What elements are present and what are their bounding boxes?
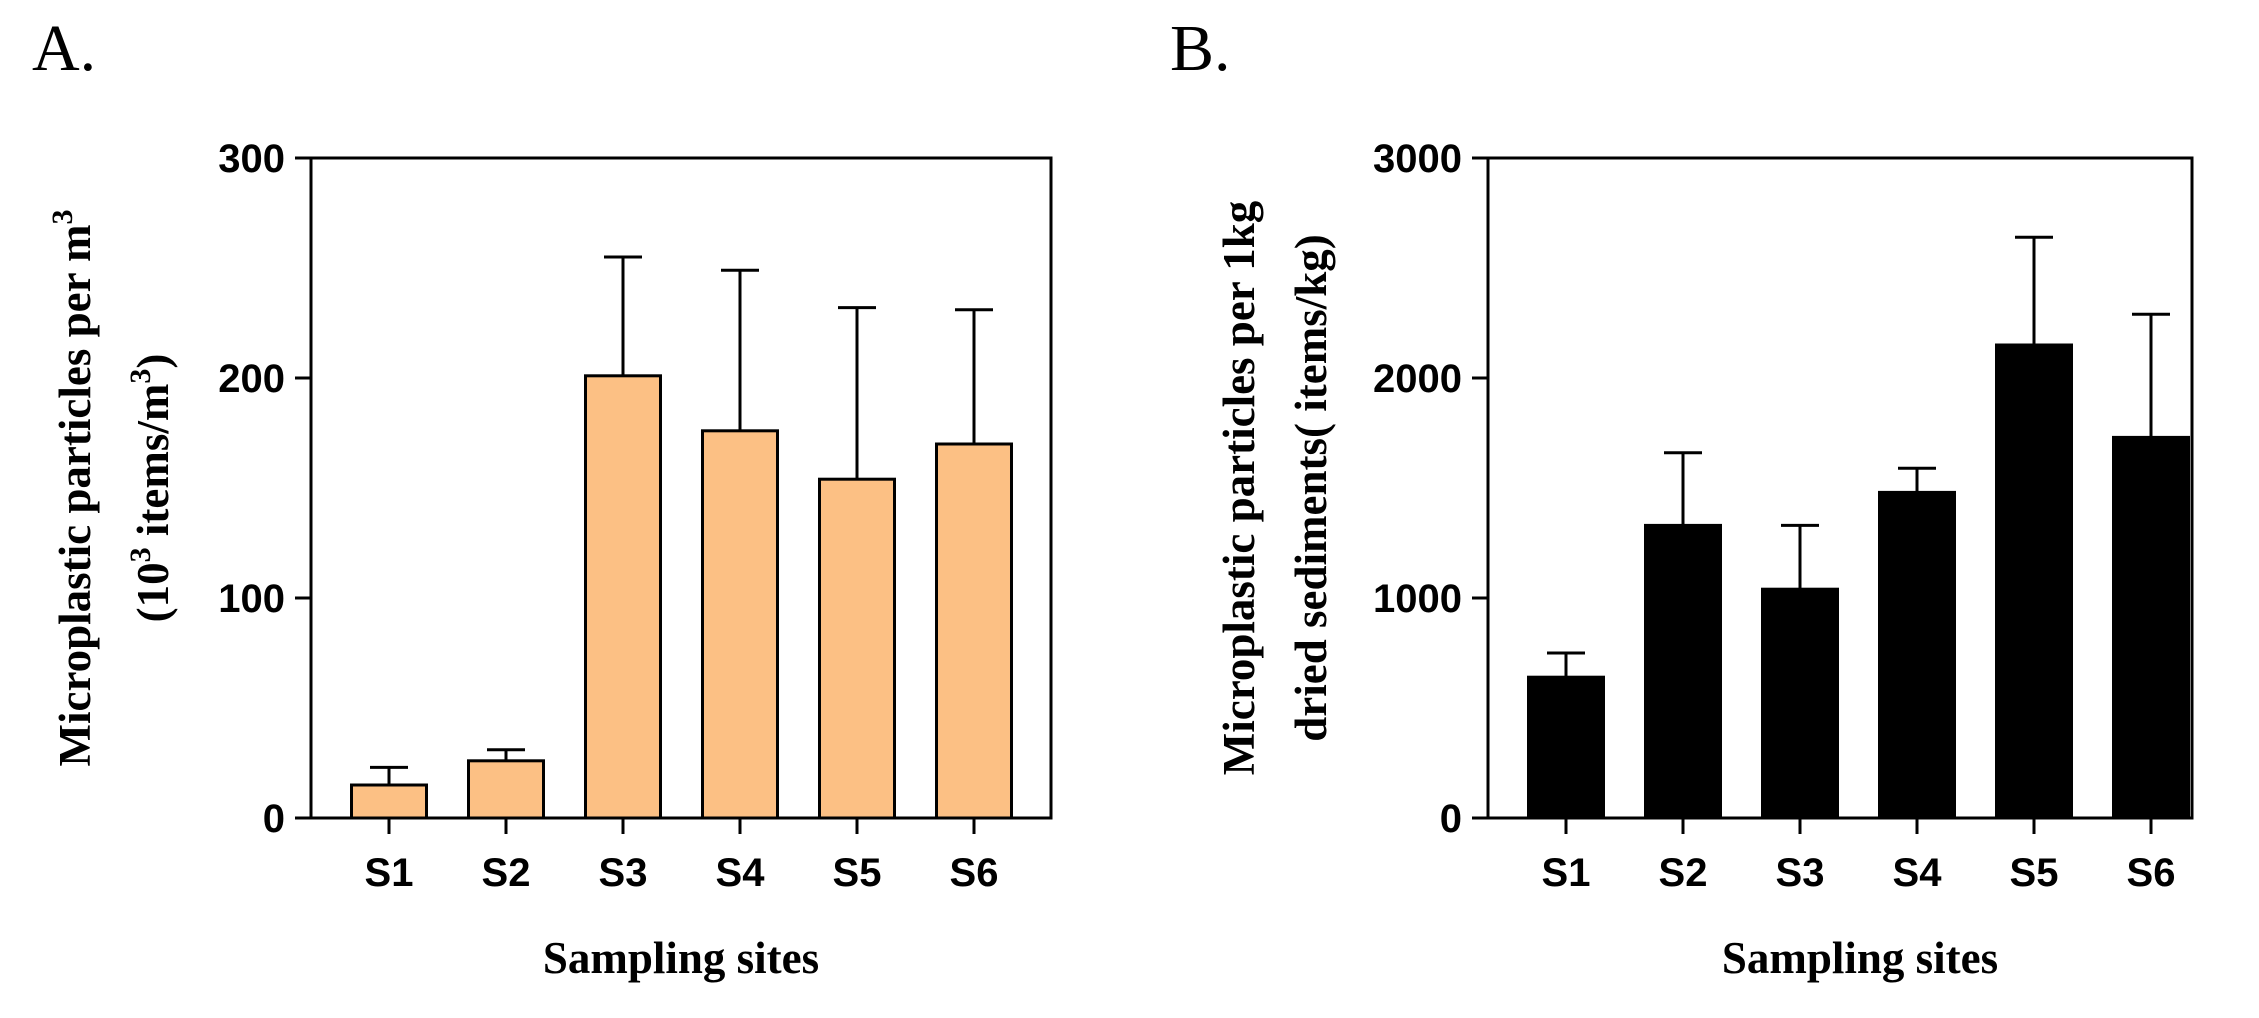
panel-a-letter: A. (32, 12, 96, 85)
panel-a-ylabel-l2-a: (10 (128, 562, 178, 622)
panel-a-x-tick-label: S3 (599, 851, 648, 895)
panel-b-bar-s2 (1644, 523, 1722, 820)
panel-a-y-ticks: 0 100 200 300 (218, 137, 311, 841)
panel-b: B. 0 1000 2000 3000 S1 S2 S3 S4 S5 S6 Sampling s… (1170, 12, 2194, 983)
panel-a-y-tick-label: 100 (218, 577, 285, 621)
panel-a-bar-s4 (701, 429, 779, 820)
panel-b-x-axis-title: Sampling sites (1722, 933, 1998, 983)
panel-a-ylabel-l1-sup: 3 (46, 210, 79, 225)
panel-b-y-tick-label: 2000 (1373, 357, 1462, 401)
panel-a-bar-s2 (467, 759, 545, 820)
panel-b-y-axis-title-line2: dried sediments( items/kg) (1286, 234, 1336, 741)
panel-b-y-tick-label: 0 (1440, 797, 1462, 841)
panel-b-letter: B. (1170, 12, 1231, 85)
panel-a: A. 0 100 200 300 S1 S2 S3 S4 S5 S6 Sampling site… (32, 12, 1053, 983)
panel-b-x-ticks: S1 S2 S3 S4 S5 S6 (1542, 818, 2176, 895)
panel-a-bar-s1 (350, 783, 428, 820)
panel-a-x-tick-label: S1 (365, 851, 414, 895)
panel-a-x-tick-label: S6 (950, 851, 999, 895)
panel-a-x-ticks: S1 S2 S3 S4 S5 S6 (365, 818, 999, 895)
panel-a-y-axis-title-line2: (103 items/m3) (124, 354, 178, 623)
panel-a-ylabel-l2-sup1: 3 (124, 547, 157, 562)
panel-b-bar-s5 (1995, 343, 2073, 820)
panel-a-x-tick-label: S2 (482, 851, 531, 895)
panel-b-x-tick-label: S4 (1893, 851, 1943, 895)
panel-a-ylabel-l2-b: items/m (128, 384, 178, 548)
panel-b-x-tick-label: S1 (1542, 851, 1591, 895)
panel-a-x-tick-label: S4 (716, 851, 766, 895)
panel-a-bars (350, 255, 1013, 820)
panel-a-ylabel-l1-text: Microplastic particles per m (50, 225, 100, 767)
panel-b-y-axis-title-line1: Microplastic particles per 1kg (1214, 200, 1264, 775)
panel-b-bars (1527, 235, 2190, 820)
panel-b-x-tick-label: S6 (2127, 851, 2176, 895)
panel-b-y-ticks: 0 1000 2000 3000 (1373, 137, 1488, 841)
panel-a-x-tick-label: S5 (833, 851, 882, 895)
panel-a-bar-s3 (584, 374, 662, 820)
panel-b-y-tick-label: 1000 (1373, 577, 1462, 621)
panel-a-bar-s5 (818, 477, 896, 820)
panel-a-ylabel-l2-c: ) (128, 354, 178, 369)
panel-b-x-tick-label: S5 (2010, 851, 2059, 895)
panel-b-bar-s1 (1527, 675, 1605, 820)
panel-a-y-tick-label: 300 (218, 137, 285, 181)
panel-a-bar-s6 (935, 442, 1013, 820)
panel-a-x-axis-title: Sampling sites (543, 933, 819, 983)
panel-b-bar-s3 (1761, 587, 1839, 820)
panel-b-x-tick-label: S2 (1659, 851, 1708, 895)
panel-a-ylabel-l2-sup2: 3 (124, 369, 157, 384)
panel-b-bar-s6 (2112, 435, 2190, 820)
panel-b-y-tick-label: 3000 (1373, 137, 1462, 181)
panel-b-x-tick-label: S3 (1776, 851, 1825, 895)
panel-a-y-axis-title-line1: Microplastic particles per m3 (46, 210, 100, 767)
panel-b-bar-s4 (1878, 490, 1956, 820)
panel-a-y-tick-label: 0 (263, 797, 285, 841)
panel-a-y-tick-label: 200 (218, 357, 285, 401)
